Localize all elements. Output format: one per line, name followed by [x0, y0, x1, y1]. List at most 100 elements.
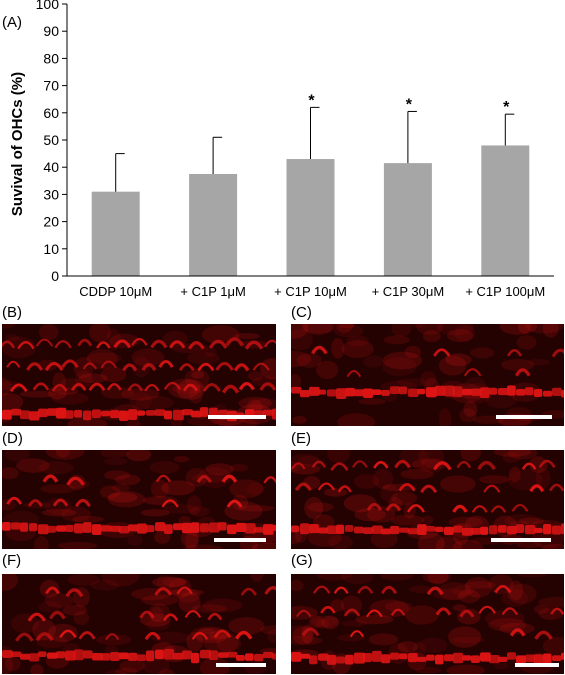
tissue-haze	[5, 334, 20, 342]
outer-hair-cell	[207, 612, 223, 621]
tissue-haze	[183, 544, 223, 549]
tissue-haze	[176, 379, 205, 400]
inner-hair-cell	[444, 526, 454, 536]
tissue-haze	[121, 388, 160, 401]
outer-hair-cell	[48, 610, 66, 620]
outer-hair-cell	[44, 361, 64, 371]
outer-hair-cell	[483, 484, 501, 493]
inner-hair-cell	[164, 524, 173, 535]
inner-hair-cell	[552, 655, 562, 662]
bars: * * *	[91, 92, 530, 276]
inner-hair-cell	[507, 525, 517, 535]
bar	[91, 191, 140, 276]
micrograph-image	[291, 324, 564, 426]
tissue-haze	[224, 501, 263, 521]
inner-hair-cell	[92, 409, 101, 419]
tissue-haze	[67, 574, 100, 586]
tissue-haze	[507, 583, 537, 604]
outer-hair-cell	[35, 338, 54, 347]
tissue-haze	[331, 337, 345, 359]
inner-hair-cell	[191, 522, 200, 533]
tissue-haze	[410, 324, 426, 328]
y-axis-label: Suvival of OHCs (%)	[9, 72, 26, 216]
tissue-haze	[355, 614, 394, 625]
tissue-haze	[33, 536, 49, 549]
inner-hair-cell	[354, 389, 365, 397]
y-tick-label: 10	[43, 241, 59, 257]
y-tick-label: 70	[43, 78, 59, 94]
tissue-haze	[291, 324, 309, 339]
tissue-haze	[436, 324, 474, 336]
inner-hair-cell	[525, 654, 536, 663]
tissue-haze	[304, 496, 324, 519]
survival-bar-chart: Suvival of OHCs (%) 0 10 20 30 40 50 60 70 80 90 1…	[9, 0, 554, 299]
inner-hair-cell	[11, 408, 22, 416]
inner-hair-cell	[417, 656, 427, 662]
outer-hair-cell	[131, 337, 148, 346]
x-tick-label: + C1P 30μM	[372, 284, 445, 299]
tissue-haze	[346, 335, 369, 347]
tissue-haze	[310, 615, 339, 628]
outer-hair-cell	[471, 505, 488, 513]
tissue-haze	[149, 461, 180, 474]
tissue-haze	[145, 619, 170, 631]
tissue-haze	[184, 368, 210, 389]
tissue-haze	[203, 634, 242, 653]
tissue-haze	[411, 458, 448, 470]
outer-hair-cell	[66, 476, 85, 486]
outer-hair-cell	[420, 484, 438, 494]
inner-hair-cell	[471, 655, 480, 663]
inner-hair-cell	[200, 523, 209, 533]
outer-hair-cell	[52, 498, 69, 507]
tissue-haze	[516, 574, 548, 578]
inner-hair-cell	[534, 654, 544, 665]
tissue-haze	[451, 585, 475, 596]
inner-hair-cell	[47, 408, 58, 416]
tissue-haze	[296, 353, 322, 368]
tissue-haze	[250, 574, 264, 583]
inner-hair-cell	[263, 524, 274, 535]
inner-hair-cell	[128, 524, 139, 532]
outer-hair-cell	[176, 586, 193, 595]
inner-hair-cell	[173, 523, 184, 531]
outer-hair-cell	[122, 363, 138, 372]
tissue-haze	[72, 515, 105, 523]
tissue-haze	[335, 324, 354, 333]
tissue-haze	[291, 636, 323, 645]
inner-hair-cell	[20, 410, 31, 420]
inner-hair-cell	[101, 525, 112, 532]
micrograph-c	[291, 324, 564, 426]
tissue-haze	[452, 636, 485, 644]
tissue-haze	[291, 328, 313, 351]
outer-hair-cell	[150, 339, 168, 349]
tissue-haze	[251, 542, 276, 549]
inner-hair-cell	[263, 409, 274, 416]
tissue-haze	[470, 347, 495, 359]
tissue-haze	[445, 353, 472, 367]
inner-hair-cell	[137, 410, 146, 416]
outer-hair-cell	[259, 382, 276, 391]
inner-hair-cell	[381, 389, 390, 396]
outer-hair-cell	[490, 505, 507, 513]
tissue-haze	[250, 398, 276, 414]
tissue-haze	[488, 618, 527, 632]
inner-hair-cell	[561, 523, 564, 535]
inner-hair-cell	[155, 409, 166, 416]
tissue-haze	[38, 601, 62, 613]
tissue-haze	[189, 386, 203, 404]
tissue-haze	[382, 351, 422, 370]
inner-hair-cell	[146, 410, 156, 416]
outer-hair-cell	[221, 474, 238, 483]
tissue-haze	[55, 450, 70, 458]
inner-hair-cell	[516, 389, 526, 396]
tissue-haze	[291, 373, 301, 389]
tissue-haze	[126, 450, 152, 462]
tissue-haze	[391, 324, 412, 337]
tissue-haze	[330, 599, 345, 612]
y-tick-label: 50	[43, 132, 59, 148]
inner-hair-cell	[498, 387, 509, 396]
outer-hair-cell	[61, 359, 79, 369]
tissue-haze	[508, 466, 521, 483]
tissue-haze	[229, 479, 264, 499]
tissue-haze	[460, 450, 481, 462]
